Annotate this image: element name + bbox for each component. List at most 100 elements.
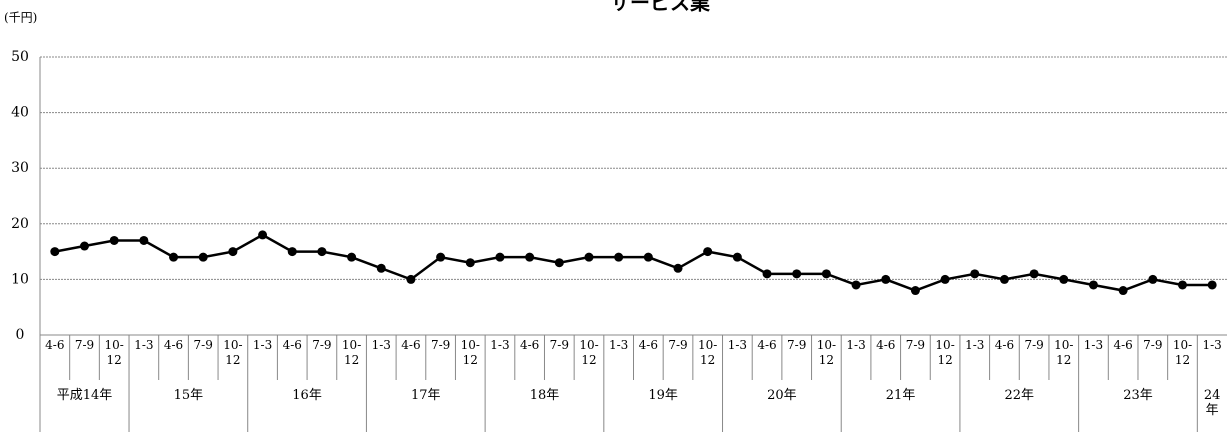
x-tick-label: 1-3 [134, 338, 154, 352]
year-label: 平成14年 [56, 388, 113, 403]
year-label: 21年 [885, 388, 916, 403]
x-tick-label: 1-3 [846, 338, 866, 352]
marker [970, 269, 980, 279]
x-tick-label: 10-12 [223, 338, 243, 367]
x-tick-label: 7-9 [668, 338, 688, 352]
marker [643, 252, 653, 262]
x-tick-label: 7-9 [312, 338, 332, 352]
x-tick-label: 10-12 [1054, 338, 1074, 367]
marker [614, 252, 624, 262]
x-tick-label: 4-6 [1113, 338, 1133, 352]
year-label: 22年 [1004, 388, 1035, 403]
marker [80, 241, 90, 251]
marker [732, 252, 742, 262]
marker [762, 269, 772, 279]
x-tick-label: 4-6 [994, 338, 1015, 352]
x-tick-label: 7-9 [193, 338, 213, 352]
year-label: 16年 [292, 388, 322, 403]
x-tick-label: 1-3 [252, 338, 273, 352]
marker [347, 252, 357, 262]
x-tick-label: 10-12 [579, 338, 599, 367]
marker [792, 269, 802, 279]
marker [554, 258, 564, 268]
x-tick-label: 4-6 [757, 338, 777, 352]
x-tick-label: 1-3 [727, 338, 748, 352]
x-tick-label: 4-6 [519, 338, 540, 352]
x-tick-label: 1-3 [608, 338, 629, 352]
marker [376, 263, 386, 273]
marker [525, 252, 535, 262]
line [54, 233, 1213, 292]
year-label: 20年 [767, 388, 797, 403]
x-tick-label: 4-6 [401, 338, 421, 352]
marker [109, 235, 119, 245]
marker [169, 252, 179, 262]
y-axis-label: (千円) [4, 11, 37, 25]
y-tick-label: 50 [11, 49, 29, 65]
x-tick-label: 10-12 [698, 338, 718, 367]
x-tick-label: 10-12 [104, 338, 124, 367]
y-tick-label: 30 [11, 160, 29, 176]
marker [436, 252, 446, 262]
chart-title: サービス業 [610, 0, 711, 15]
y-tick-label: 0 [16, 327, 25, 343]
x-tick-label: 10-12 [935, 338, 955, 367]
marker [287, 247, 297, 257]
marker [50, 247, 60, 257]
x-tick-label: 1-3 [1083, 338, 1104, 352]
marker [584, 252, 594, 262]
y-tick-label: 10 [11, 271, 29, 287]
marker [940, 274, 950, 284]
x-tick-label: 4-6 [45, 338, 65, 352]
marker [821, 269, 831, 279]
year-label: 15年 [173, 388, 204, 403]
year-label: 23年 [1123, 388, 1153, 403]
year-label: 24年 [1203, 388, 1221, 418]
x-tick-label: 7-9 [1143, 338, 1163, 352]
marker [228, 247, 238, 257]
x-tick-label: 7-9 [549, 338, 569, 352]
x-tick-label: 4-6 [638, 338, 658, 352]
x-tick-label: 7-9 [1024, 338, 1044, 352]
marker [999, 274, 1009, 284]
x-tick-label: 10-12 [1172, 338, 1193, 367]
marker [1207, 280, 1217, 290]
x-tick-label: 7-9 [430, 338, 451, 352]
x-tick-label: 4-6 [163, 338, 184, 352]
marker [703, 247, 713, 257]
x-tick-label: 4-6 [282, 338, 302, 352]
x-tick-label: 1-3 [371, 338, 391, 352]
marker [910, 286, 920, 296]
x-tick-label: 10-12 [341, 338, 362, 367]
x-tick-label: 7-9 [787, 338, 807, 352]
x-tick-label: 7-9 [905, 338, 926, 352]
y-tick-label: 40 [11, 105, 29, 121]
marker [1118, 286, 1128, 296]
x-tick-label: 1-3 [1202, 338, 1222, 352]
y-tick-label: 20 [11, 216, 29, 232]
marker [495, 252, 505, 262]
marker [881, 274, 891, 284]
marker [1059, 274, 1069, 284]
marker [673, 263, 683, 273]
x-tick-label: 7-9 [74, 338, 95, 352]
marker [1177, 280, 1187, 290]
marker [139, 235, 149, 245]
marker [1148, 274, 1158, 284]
marker [465, 258, 475, 268]
marker [1088, 280, 1098, 290]
x-tick-label: 1-3 [965, 338, 985, 352]
year-label: 19年 [648, 388, 678, 403]
year-label: 17年 [410, 388, 441, 403]
marker [406, 274, 416, 284]
marker [317, 247, 327, 257]
marker [258, 230, 268, 240]
marker [198, 252, 208, 262]
x-tick-label: 10-12 [460, 338, 480, 367]
year-label: 18年 [529, 388, 560, 403]
marker [851, 280, 861, 290]
x-tick-label: 1-3 [490, 338, 510, 352]
x-tick-label: 4-6 [876, 338, 896, 352]
